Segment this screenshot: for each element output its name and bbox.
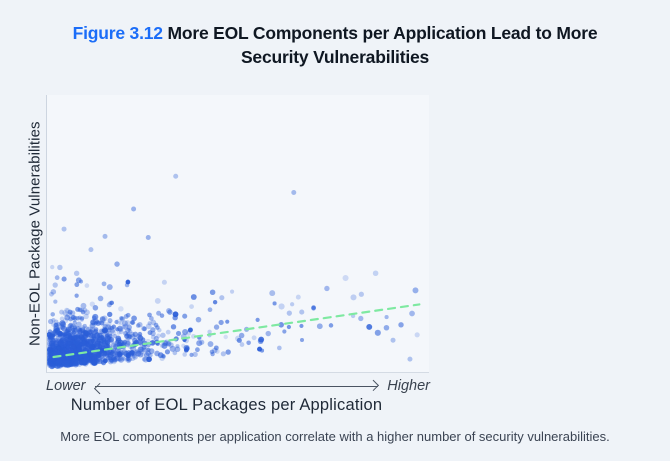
figure-title-caption: More EOL Components per Application Lead…	[167, 23, 598, 67]
figure-title-text: Figure 3.12 More EOL Components per Appl…	[50, 21, 620, 69]
figure-number-label: Figure 3.12	[72, 23, 163, 43]
double-arrow-icon	[94, 386, 379, 387]
plot-area	[46, 95, 429, 373]
x-axis-higher-label: Higher	[387, 378, 430, 394]
figure-title: Figure 3.12 More EOL Components per Appl…	[0, 21, 670, 69]
x-axis-title: Number of EOL Packages per Application	[70, 396, 383, 414]
figure-caption: More EOL components per application corr…	[60, 429, 610, 444]
x-axis-lower-label: Lower	[46, 378, 86, 394]
scatter-figure: Non-EOL Package Vulnerabilities Lower Hi…	[25, 95, 430, 425]
x-axis-direction-row: Lower Higher	[46, 378, 430, 394]
y-axis-label: Non-EOL Package Vulnerabilities	[26, 121, 44, 346]
scatter-canvas	[47, 95, 429, 372]
